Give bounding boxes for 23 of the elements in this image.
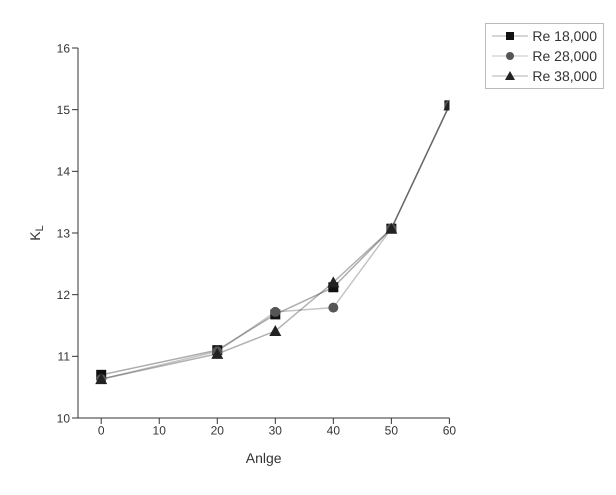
y-tick-label: 15 (56, 102, 70, 117)
y-tick-label: 11 (58, 350, 70, 364)
point (211, 348, 224, 359)
point (328, 302, 338, 313)
x-tick-label: 0 (98, 424, 105, 438)
x-tick-label: 10 (152, 424, 166, 438)
legend-label: Re 28,000 (532, 48, 597, 64)
x-tick-label: 50 (384, 424, 398, 438)
x-tick-label: 60 (442, 424, 456, 438)
point (270, 306, 280, 317)
y-tick-label: 10 (56, 411, 70, 426)
point (327, 276, 340, 288)
point (269, 325, 282, 336)
x-axis-title: Anlge (246, 450, 282, 466)
legend-label: Re 38,000 (532, 68, 597, 84)
y-tick-label: 16 (56, 41, 70, 56)
legend-label: Re 18,000 (532, 28, 597, 44)
x-tick-label: 40 (326, 424, 340, 438)
x-tick-label: 30 (268, 424, 282, 438)
y-tick-label: 12 (56, 288, 70, 302)
y-tick-label: 13 (56, 226, 70, 240)
y-tick-label: 14 (56, 164, 70, 179)
x-tick-label: 20 (210, 424, 224, 438)
